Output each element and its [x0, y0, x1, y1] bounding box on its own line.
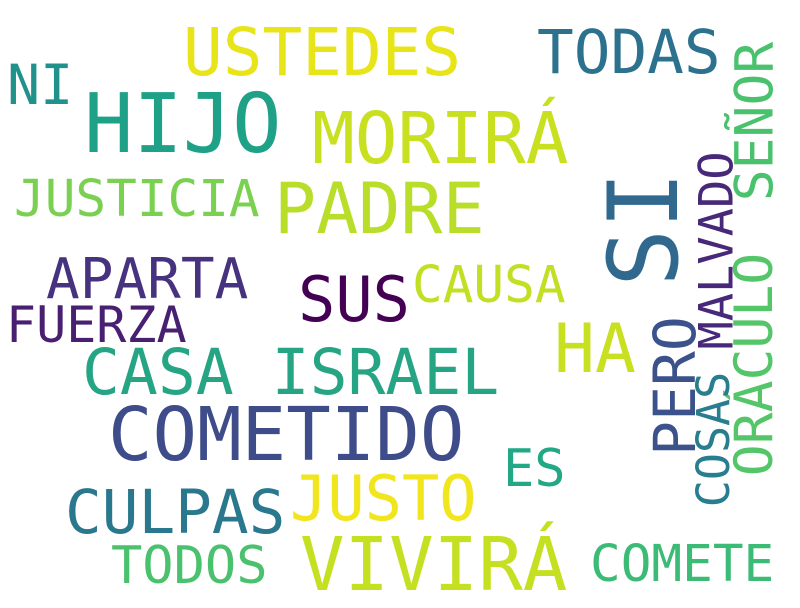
word-cometido: COMETIDO: [108, 392, 465, 478]
word-si: SI: [587, 171, 700, 287]
word-hijo: HIJO: [84, 77, 282, 172]
word-sus: SUS: [298, 263, 410, 336]
word-fuerza: FUERZA: [6, 296, 187, 354]
word-justicia: JUSTICIA: [14, 170, 260, 229]
word-es: ES: [503, 439, 566, 499]
word-ustedes: USTEDES: [183, 14, 462, 91]
word-ha: HA: [554, 310, 636, 389]
word-ni: NI: [7, 53, 74, 117]
word-comete: COMETE: [590, 535, 775, 594]
word-morira: MORIRÁ: [312, 97, 569, 180]
word-cosas: COSAS: [687, 371, 741, 508]
word-culpas: CULPAS: [65, 477, 286, 548]
word-vivira: VIVIRÁ: [300, 522, 568, 608]
word-padre: PADRE: [274, 168, 485, 250]
word-todas: TODAS: [537, 17, 721, 88]
word-aparta: APARTA: [46, 247, 249, 312]
word-todos: TODOS: [111, 536, 268, 596]
word-justo: JUSTO: [290, 462, 477, 535]
word-causa: CAUSA: [412, 256, 566, 315]
word-casa-israel: CASA ISRAEL: [82, 336, 500, 409]
